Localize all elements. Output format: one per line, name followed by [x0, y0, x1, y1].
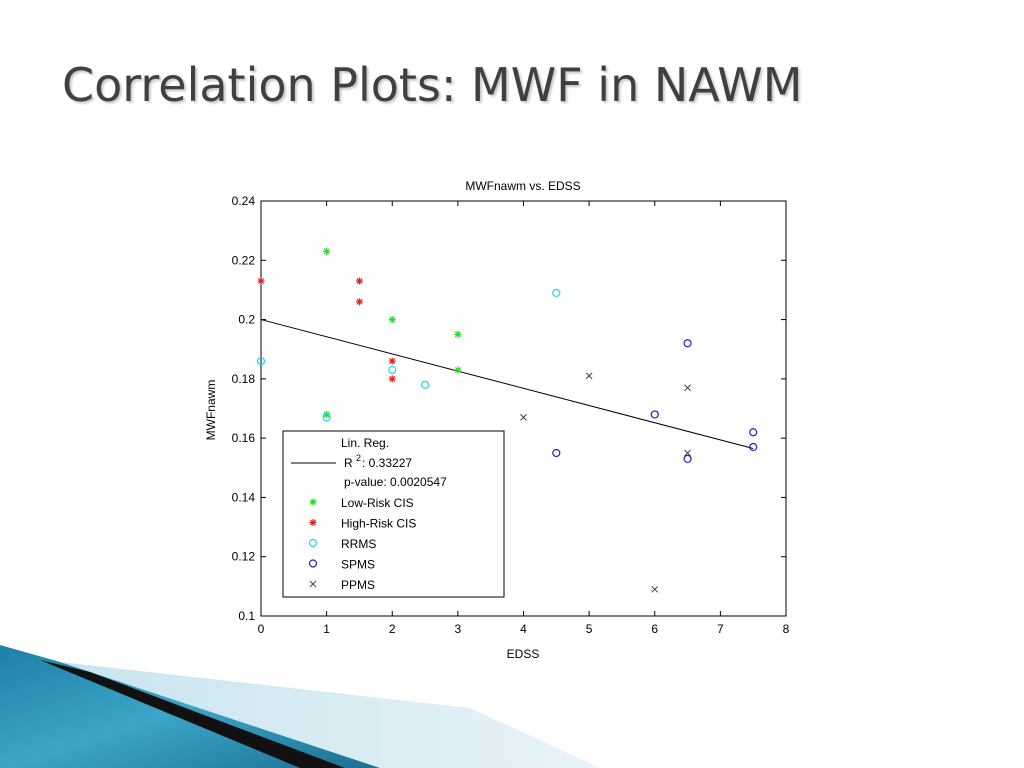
point-rrms — [322, 413, 331, 422]
x-tick-label: 4 — [520, 622, 527, 636]
point-ppms — [520, 414, 527, 421]
point-spms — [683, 454, 692, 463]
legend-label-ppms: PPMS — [341, 578, 375, 592]
chart-title: MWFnawm vs. EDSS — [465, 179, 580, 193]
slide-title: Correlation Plots: MWF in NAWM — [62, 58, 803, 112]
x-tick-label: 2 — [389, 622, 396, 636]
point-high-risk-cis — [257, 277, 265, 285]
legend-p-value: p-value: 0.0020547 — [344, 475, 447, 489]
x-tick-label: 3 — [455, 622, 462, 636]
point-high-risk-cis — [355, 277, 363, 285]
point-spms — [749, 428, 758, 437]
legend: Lin. Reg. R 2: 0.33227 p-value: 0.0020547 Lo… — [282, 430, 505, 598]
point-rrms — [420, 380, 430, 389]
decor-black-stripe — [40, 660, 345, 768]
point-high-risk-cis — [355, 298, 363, 306]
x-tick-label: 6 — [651, 622, 658, 636]
y-tick-label: 0.1 — [238, 609, 255, 623]
legend-label-rrms: RRMS — [341, 537, 376, 551]
point-ppms — [585, 372, 593, 380]
data-points — [256, 247, 758, 593]
y-tick-label: 0.16 — [232, 431, 256, 445]
x-tick-label: 8 — [783, 622, 790, 636]
point-spms — [650, 410, 659, 419]
point-low-risk-cis — [388, 316, 396, 324]
y-tick-label: 0.14 — [232, 490, 256, 504]
legend-box — [282, 430, 505, 598]
x-tick-label: 5 — [586, 622, 593, 636]
x-axis-label: EDSS — [507, 647, 540, 661]
x-tick-label: 7 — [717, 622, 724, 636]
legend-marker-ppms — [309, 580, 317, 588]
y-axis-label: MWFnawm — [204, 380, 218, 441]
y-tick-label: 0.24 — [232, 194, 256, 208]
legend-r2-exponent: 2 — [356, 453, 361, 463]
axis-ticks: 0 1 2 3 4 5 6 7 8 0.1 0.12 0.14 0.16 0.18 0.2 0.22 0.24 — [232, 194, 790, 636]
point-spms — [552, 448, 561, 458]
point-ppms — [684, 449, 691, 457]
y-tick-label: 0.12 — [232, 550, 256, 564]
x-tick-label: 1 — [323, 622, 330, 636]
legend-label-spms: SPMS — [341, 558, 375, 572]
legend-label-high-risk-cis: High-Risk CIS — [341, 517, 416, 531]
point-spms — [749, 442, 758, 452]
point-spms — [683, 339, 692, 348]
point-high-risk-cis — [388, 375, 396, 383]
point-rrms — [256, 356, 266, 366]
y-tick-label: 0.22 — [232, 253, 256, 267]
point-rrms — [388, 365, 397, 375]
point-ppms — [651, 585, 659, 593]
point-ppms — [684, 384, 691, 392]
x-tick-label: 0 — [258, 622, 265, 636]
legend-r2-value: : 0.33227 — [362, 456, 412, 470]
legend-marker-rrms — [308, 538, 318, 548]
legend-label-low-risk-cis: Low-Risk CIS — [341, 496, 414, 510]
point-low-risk-cis — [454, 330, 462, 338]
legend-marker-low-risk-cis — [309, 498, 317, 506]
point-rrms — [552, 288, 561, 297]
regression-layer — [260, 319, 754, 450]
legend-marker-spms — [308, 559, 318, 568]
point-low-risk-cis — [323, 247, 331, 255]
point-high-risk-cis — [388, 357, 396, 365]
decor-light-band — [60, 662, 600, 768]
regression-line — [260, 319, 754, 450]
y-tick-label: 0.2 — [238, 313, 255, 327]
legend-marker-high-risk-cis — [309, 519, 317, 526]
legend-regression-label: Lin. Reg. — [341, 436, 389, 450]
y-tick-label: 0.18 — [232, 372, 256, 386]
point-low-risk-cis — [454, 366, 462, 374]
legend-r2-label: R — [344, 456, 353, 470]
